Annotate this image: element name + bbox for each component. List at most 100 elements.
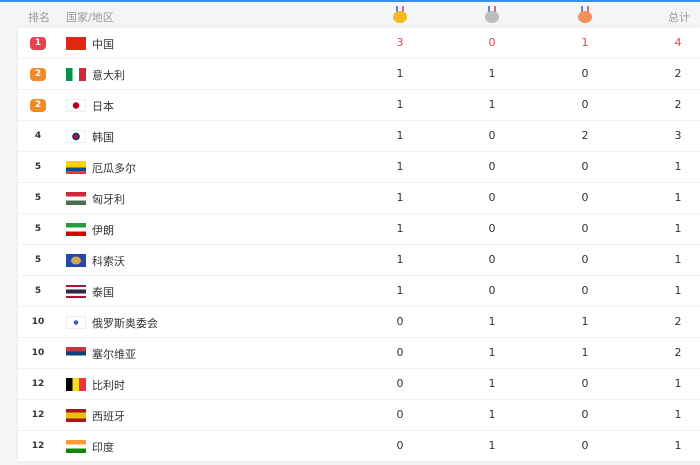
table-row[interactable]: 5 厄瓜多尔 1 0 0 1 bbox=[18, 152, 700, 183]
table-row[interactable]: 2 意大利 1 1 0 2 bbox=[18, 59, 700, 90]
silver-count: 0 bbox=[488, 253, 496, 266]
country-name[interactable]: 俄罗斯奥委会 bbox=[92, 317, 158, 330]
bronze-count: 1 bbox=[581, 36, 589, 49]
bronze-count: 0 bbox=[581, 253, 589, 266]
table-row[interactable]: 5 科索沃 1 0 0 1 bbox=[18, 245, 700, 276]
country-name[interactable]: 印度 bbox=[92, 441, 114, 454]
serbia-flag-icon bbox=[66, 347, 86, 360]
spain-flag-icon bbox=[66, 409, 86, 422]
table-row[interactable]: 12 比利时 0 1 0 1 bbox=[18, 369, 700, 400]
table-row[interactable]: 1 中国 3 0 1 4 bbox=[18, 28, 700, 59]
silver-medal-icon[interactable] bbox=[485, 6, 499, 24]
bronze-count: 1 bbox=[581, 315, 589, 328]
silver-count: 1 bbox=[488, 377, 496, 390]
rank-badge: 5 bbox=[34, 255, 42, 265]
total-header[interactable]: 总计 bbox=[668, 11, 690, 24]
japan-flag-icon bbox=[66, 99, 86, 112]
country-name[interactable]: 匈牙利 bbox=[92, 193, 125, 206]
total-count: 1 bbox=[674, 284, 682, 297]
rank-badge: 5 bbox=[34, 193, 42, 203]
gold-count: 1 bbox=[396, 67, 404, 80]
table-row[interactable]: 10 俄罗斯奥委会 0 1 1 2 bbox=[18, 307, 700, 338]
bronze-count: 0 bbox=[581, 160, 589, 173]
bronze-count: 0 bbox=[581, 408, 589, 421]
silver-count: 1 bbox=[488, 439, 496, 452]
country-name[interactable]: 西班牙 bbox=[92, 410, 125, 423]
table-header: 排名 国家/地区 总计 bbox=[0, 2, 700, 28]
total-count: 2 bbox=[674, 346, 682, 359]
top-accent-bar bbox=[0, 0, 700, 2]
total-count: 1 bbox=[674, 253, 682, 266]
rank-badge: 4 bbox=[34, 131, 42, 141]
iran-flag-icon bbox=[66, 223, 86, 236]
silver-count: 1 bbox=[488, 98, 496, 111]
country-name[interactable]: 中国 bbox=[92, 38, 114, 51]
gold-medal-icon[interactable] bbox=[393, 6, 407, 24]
total-count: 1 bbox=[674, 408, 682, 421]
silver-count: 0 bbox=[488, 36, 496, 49]
bronze-medal-icon[interactable] bbox=[578, 6, 592, 24]
bronze-count: 1 bbox=[581, 346, 589, 359]
table-row[interactable]: 5 泰国 1 0 0 1 bbox=[18, 276, 700, 307]
rank-badge: 2 bbox=[30, 99, 46, 112]
silver-count: 1 bbox=[488, 315, 496, 328]
country-name[interactable]: 比利时 bbox=[92, 379, 125, 392]
hungary-flag-icon bbox=[66, 192, 86, 205]
thailand-flag-icon bbox=[66, 285, 86, 298]
bronze-count: 0 bbox=[581, 67, 589, 80]
silver-count: 0 bbox=[488, 129, 496, 142]
bronze-count: 0 bbox=[581, 284, 589, 297]
rank-badge: 1 bbox=[30, 37, 46, 50]
silver-count: 0 bbox=[488, 160, 496, 173]
table-row[interactable]: 2 日本 1 1 0 2 bbox=[18, 90, 700, 121]
gold-count: 1 bbox=[396, 191, 404, 204]
table-row[interactable]: 5 匈牙利 1 0 0 1 bbox=[18, 183, 700, 214]
table-row[interactable]: 5 伊朗 1 0 0 1 bbox=[18, 214, 700, 245]
rank-badge: 2 bbox=[30, 68, 46, 81]
table-row[interactable]: 4 韩国 1 0 2 3 bbox=[18, 121, 700, 152]
ecuador-flag-icon bbox=[66, 161, 86, 174]
country-header: 国家/地区 bbox=[66, 11, 114, 24]
total-count: 1 bbox=[674, 377, 682, 390]
gold-count: 0 bbox=[396, 315, 404, 328]
silver-count: 1 bbox=[488, 346, 496, 359]
silver-count: 0 bbox=[488, 191, 496, 204]
gold-count: 1 bbox=[396, 284, 404, 297]
country-name[interactable]: 塞尔维亚 bbox=[92, 348, 136, 361]
bronze-count: 0 bbox=[581, 222, 589, 235]
kosovo-flag-icon bbox=[66, 254, 86, 267]
country-name[interactable]: 韩国 bbox=[92, 131, 114, 144]
gold-count: 0 bbox=[396, 439, 404, 452]
total-count: 3 bbox=[674, 129, 682, 142]
total-count: 2 bbox=[674, 315, 682, 328]
total-count: 1 bbox=[674, 191, 682, 204]
total-count: 1 bbox=[674, 439, 682, 452]
gold-count: 1 bbox=[396, 129, 404, 142]
rank-badge: 12 bbox=[31, 410, 45, 420]
india-flag-icon bbox=[66, 440, 86, 453]
country-name[interactable]: 日本 bbox=[92, 100, 114, 113]
total-count: 2 bbox=[674, 98, 682, 111]
gold-count: 1 bbox=[396, 98, 404, 111]
belgium-flag-icon bbox=[66, 378, 86, 391]
gold-count: 3 bbox=[396, 36, 404, 49]
table-row[interactable]: 10 塞尔维亚 0 1 1 2 bbox=[18, 338, 700, 369]
bronze-count: 2 bbox=[581, 129, 589, 142]
table-row[interactable]: 12 西班牙 0 1 0 1 bbox=[18, 400, 700, 431]
rank-header[interactable]: 排名 bbox=[28, 11, 50, 24]
country-name[interactable]: 意大利 bbox=[92, 69, 125, 82]
rank-badge: 10 bbox=[31, 317, 45, 327]
gold-count: 1 bbox=[396, 222, 404, 235]
country-name[interactable]: 厄瓜多尔 bbox=[92, 162, 136, 175]
country-name[interactable]: 科索沃 bbox=[92, 255, 125, 268]
country-name[interactable]: 泰国 bbox=[92, 286, 114, 299]
country-name[interactable]: 伊朗 bbox=[92, 224, 114, 237]
silver-count: 0 bbox=[488, 222, 496, 235]
gold-count: 0 bbox=[396, 377, 404, 390]
table-row[interactable]: 12 印度 0 1 0 1 bbox=[18, 431, 700, 462]
bronze-count: 0 bbox=[581, 439, 589, 452]
rank-badge: 5 bbox=[34, 286, 42, 296]
china-flag-icon bbox=[66, 37, 86, 50]
gold-count: 1 bbox=[396, 160, 404, 173]
